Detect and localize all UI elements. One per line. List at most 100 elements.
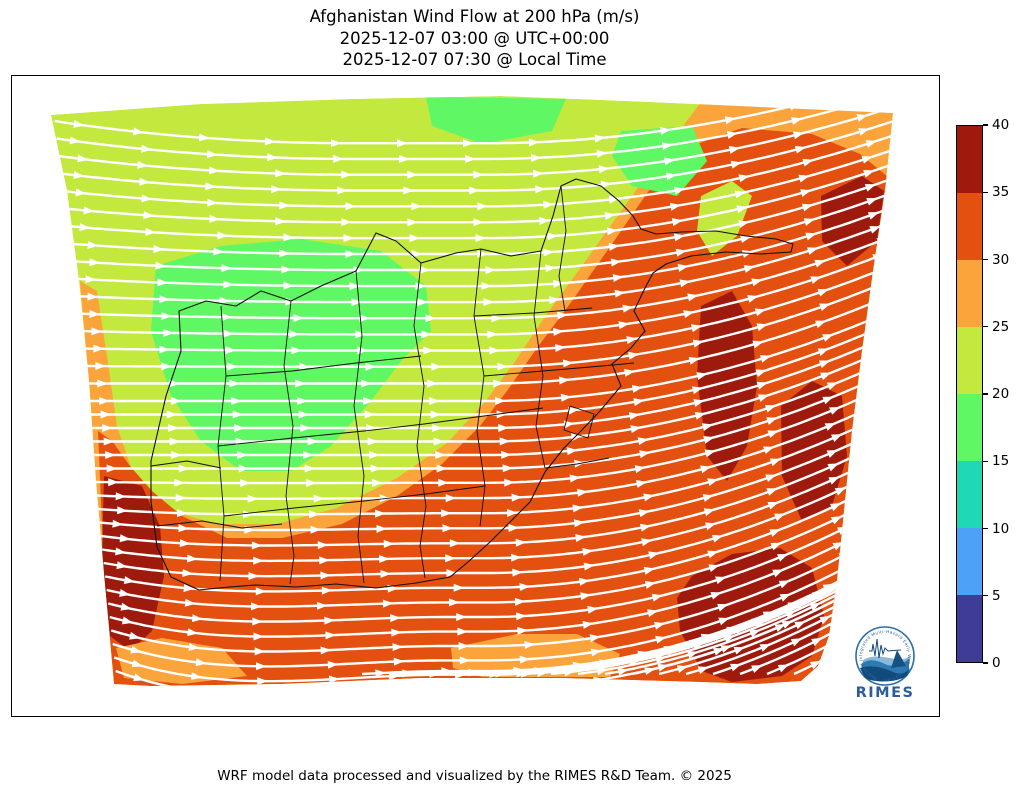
streamline-arrowhead [810, 276, 822, 284]
streamline-arrowhead [571, 433, 582, 442]
colorbar-tick-label: 35 [992, 184, 1010, 201]
streamline-arrowhead [430, 410, 442, 419]
streamline-arrowhead [647, 609, 659, 618]
streamline-arrowhead [341, 170, 352, 179]
streamline-arrowhead [446, 569, 457, 577]
colorbar-tick-label: 20 [992, 386, 1010, 402]
streamline-arrowhead [87, 240, 99, 249]
streamline-arrowhead [826, 382, 839, 391]
streamline-arrowhead [119, 534, 131, 543]
streamline-arrowhead [604, 211, 616, 220]
streamline-arrowhead [815, 320, 827, 329]
streamline-arrowhead [496, 410, 508, 419]
streamline-arrowhead [728, 146, 740, 154]
streamline-arrowhead [93, 344, 104, 353]
streamline-arrowhead [309, 510, 320, 519]
streamline-arrowhead [738, 174, 750, 183]
streamline-arrowhead [749, 629, 761, 638]
streamline-arrowhead [247, 494, 259, 503]
streamline-arrowhead [801, 203, 814, 212]
streamline-arrowhead [279, 201, 290, 210]
streamline-arrowhead [679, 279, 691, 288]
streamline-arrowhead [694, 411, 706, 420]
streamline-arrowhead [661, 142, 673, 151]
streamline-arrowhead [349, 282, 360, 291]
map-panel: Regional Integrated Multi-Hazard Early W… [11, 75, 940, 717]
streamline-arrowhead [317, 541, 329, 550]
streamline-arrowhead [141, 194, 153, 203]
streamlines [54, 96, 893, 698]
streamline-arrowhead [453, 583, 465, 592]
streamline-arrowhead [178, 464, 190, 473]
province-boundary [225, 355, 422, 377]
streamline-arrowhead [852, 590, 865, 600]
colorbar-segment [957, 595, 982, 662]
colorbar-segment [957, 327, 982, 394]
colorbar-bar [956, 125, 983, 663]
streamline-arrowhead [275, 217, 286, 226]
streamline-arrowhead [537, 669, 548, 678]
streamline-arrowhead [863, 170, 875, 178]
streamline-arrowhead [506, 508, 518, 517]
streamline-arrowhead [792, 131, 805, 140]
streamline-arrowhead [700, 465, 712, 474]
footer-credit: WRF model data processed and visualized … [217, 768, 732, 784]
province-boundary [533, 250, 546, 469]
streamline-arrowhead [648, 551, 660, 560]
colorbar-tick [983, 124, 988, 126]
streamline-arrowhead [640, 523, 652, 532]
province-boundary [223, 485, 486, 517]
streamline-arrowhead [566, 447, 578, 456]
streamline-arrowhead [252, 617, 263, 626]
streamline-arrowhead [169, 437, 181, 446]
streamline-arrowhead [703, 508, 715, 517]
streamline-arrowhead [626, 336, 638, 344]
streamline-arrowhead [701, 423, 714, 432]
streamline-arrowhead [330, 689, 341, 698]
streamline-arrowhead [866, 198, 878, 206]
streamline-arrowhead [355, 330, 366, 339]
streamline-arrowhead [253, 632, 264, 641]
streamline-arrowhead [139, 177, 150, 186]
streamline-arrowhead [169, 379, 180, 388]
streamline-arrowhead [673, 186, 685, 195]
streamline-arrowhead [654, 621, 666, 630]
streamline-arrowhead [763, 446, 775, 455]
field-blob [426, 97, 566, 144]
streamline-arrowhead [341, 218, 352, 227]
streamline-arrowhead [79, 223, 91, 232]
streamline-arrowhead [756, 323, 768, 332]
streamline-arrowhead [777, 664, 789, 673]
streamline-arrowhead [436, 464, 448, 473]
colorbar-tick-label: 0 [992, 655, 1001, 671]
streamline-arrowhead [766, 488, 778, 496]
streamline-arrowhead [805, 232, 817, 241]
streamline-arrowhead [743, 265, 755, 273]
streamline-arrowhead [673, 233, 685, 242]
streamline-arrowhead [159, 295, 170, 304]
streamline-arrowhead [582, 620, 594, 629]
streamline-arrowhead [882, 370, 893, 379]
streamline-arrowhead [829, 503, 842, 512]
streamline-arrowhead [883, 309, 893, 318]
colorbar-tick [983, 393, 988, 395]
streamline-arrowhead [557, 311, 568, 320]
streamline-arrowhead [730, 663, 742, 672]
streamline-arrowhead [462, 685, 473, 686]
streamline-arrowhead [313, 494, 325, 503]
streamline-arrowhead [495, 397, 506, 406]
streamline-arrowhead [707, 550, 719, 559]
streamline-arrowhead [73, 171, 85, 180]
streamline-arrowhead [376, 524, 387, 533]
streamline-arrowhead [704, 449, 716, 458]
streamline-arrowhead [690, 324, 703, 333]
streamline-arrowhead [223, 280, 234, 289]
title-line-1: Afghanistan Wind Flow at 200 hPa (m/s) [309, 7, 640, 26]
streamline-arrowhead [692, 339, 704, 348]
streamline-arrowhead [141, 144, 152, 153]
streamline-arrowhead [153, 244, 165, 253]
streamline-arrowhead [724, 116, 736, 125]
streamline-arrowhead [243, 510, 254, 519]
streamline-arrowhead [612, 274, 624, 283]
